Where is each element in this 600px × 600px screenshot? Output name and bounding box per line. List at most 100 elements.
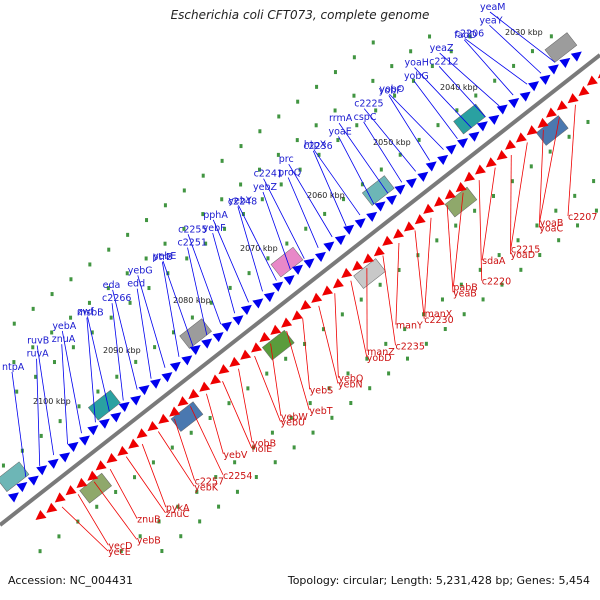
forward-gene-leader (413, 80, 458, 139)
kbp-label: 2090 kbp (103, 346, 141, 355)
tick-dot (163, 241, 167, 246)
reverse-gene-arrow (332, 278, 344, 289)
reverse-gene-arrow (229, 356, 241, 367)
tick-dot (368, 386, 372, 391)
tick-dot (315, 84, 319, 89)
reverse-gene-label: yebV (223, 450, 247, 461)
forward-gene-arrow (547, 64, 559, 75)
reverse-gene-arrow (515, 132, 527, 143)
reverse-gene-label: yebQ (338, 374, 363, 385)
forward-gene-label: yebZ (253, 182, 277, 193)
reverse-gene-leader (109, 468, 138, 519)
tick-dot (548, 149, 552, 154)
feature-block (535, 115, 569, 146)
reverse-gene-arrow (444, 189, 456, 200)
tick-dot (346, 371, 350, 376)
forward-gene-arrow (519, 91, 531, 102)
forward-gene-label: c2266 (102, 293, 131, 304)
tick-dot (276, 152, 280, 157)
reverse-gene-leader (254, 355, 281, 422)
reverse-gene-leader (206, 393, 224, 455)
reverse-gene-arrow (188, 388, 200, 400)
forward-gene-label: msbB (77, 308, 104, 319)
tick-dot (126, 232, 130, 237)
tick-dot (266, 256, 270, 261)
tick-dot (31, 306, 35, 311)
tick-dot (349, 401, 353, 406)
tick-dot (138, 534, 142, 539)
forward-gene-arrow (16, 482, 28, 493)
forward-gene-arrow (169, 361, 181, 372)
tick-dot (360, 182, 364, 187)
reverse-gene-arrow (177, 396, 189, 407)
forward-gene-leader (61, 330, 82, 434)
tick-dot (379, 167, 383, 172)
tick-dot (15, 389, 19, 394)
tick-dot (411, 78, 415, 83)
forward-gene-label: edd (127, 279, 145, 290)
tick-dot (57, 534, 61, 539)
forward-gene-label: cspC (354, 112, 377, 123)
tick-dot (481, 297, 485, 302)
tick-dot (201, 173, 205, 178)
tick-dot (223, 226, 227, 231)
forward-gene-leader (363, 121, 403, 183)
tick-dot (436, 123, 440, 128)
tick-dot (176, 504, 180, 509)
tick-dot (208, 415, 212, 420)
tick-dot (327, 386, 331, 391)
reverse-gene-leader (190, 406, 224, 475)
reverse-gene-arrow (311, 292, 323, 303)
reverse-gene-label: pykA (166, 503, 190, 514)
reverse-gene-arrow (403, 221, 415, 232)
reverse-gene-arrow (95, 460, 107, 471)
forward-gene-arrow (221, 321, 232, 332)
tick-dot (284, 356, 288, 361)
tick-dot (88, 262, 92, 267)
forward-gene-leader (489, 11, 556, 63)
tick-dot (119, 549, 123, 554)
forward-gene-leader (438, 66, 486, 118)
kbp-label: 2060 kbp (307, 191, 345, 200)
forward-gene-arrow (292, 264, 304, 275)
forward-gene-label: yeaY (479, 15, 502, 26)
tick-dot (333, 108, 337, 113)
reverse-gene-label: yecD (108, 541, 132, 552)
tick-dot (247, 271, 251, 276)
tick-dot (557, 238, 561, 243)
forward-gene-leader (238, 205, 277, 281)
forward-gene-leader (414, 67, 472, 129)
forward-gene-leader (263, 178, 305, 259)
forward-gene-leader (312, 150, 347, 227)
tick-dot (279, 182, 283, 187)
tick-dot (355, 123, 359, 128)
forward-gene-label: ntpA (2, 362, 25, 373)
forward-gene-arrow (457, 138, 468, 149)
forward-gene-label: c2225 (354, 99, 383, 110)
tick-dot (317, 152, 321, 157)
reverse-gene-arrow (76, 477, 88, 488)
reverse-gene-arrow (341, 267, 353, 278)
tick-dot (549, 34, 553, 39)
reverse-gene-label: manY (396, 321, 423, 332)
reverse-gene-label: yobB (252, 438, 276, 449)
tick-dot (371, 40, 375, 45)
forward-gene-arrow (138, 385, 150, 396)
reverse-gene-arrow (485, 157, 497, 168)
genome-backbone (0, 53, 600, 527)
tick-dot (182, 188, 186, 193)
tick-dot (330, 415, 334, 420)
tick-dot (12, 360, 16, 365)
reverse-gene-leader (478, 180, 483, 281)
feature-block (79, 472, 112, 504)
reverse-gene-leader (173, 418, 196, 481)
forward-gene-leader (463, 39, 514, 96)
reverse-gene-arrow (169, 406, 181, 417)
tick-dot (38, 549, 42, 554)
tick-dot (69, 315, 73, 320)
forward-gene-arrow (232, 315, 244, 326)
reverse-gene-arrow (567, 93, 579, 104)
tick-dot (398, 152, 402, 157)
tick-dot (147, 286, 151, 291)
forward-gene-arrow (98, 418, 110, 429)
